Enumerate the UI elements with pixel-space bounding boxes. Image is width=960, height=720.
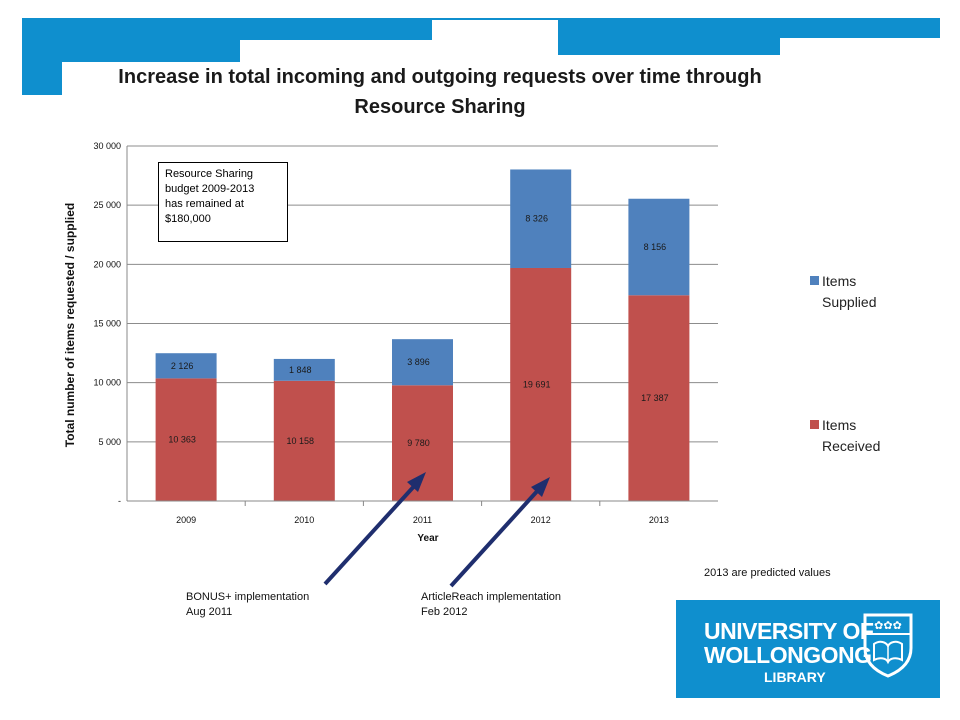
shield-crest-icon: ✿✿✿ <box>863 613 913 678</box>
y-tick-label: - <box>118 496 121 506</box>
chart-title-line-1: Increase in total incoming and outgoing … <box>118 66 762 88</box>
annotation-text: ArticleReach implementation <box>421 591 562 603</box>
legend-items-received: Items Received <box>810 415 881 457</box>
data-label: 19 691 <box>523 379 551 389</box>
data-label: 3 896 <box>407 357 430 367</box>
x-tick-label: 2013 <box>649 515 669 525</box>
x-tick-label: 2012 <box>531 515 551 525</box>
legend-label: Items <box>822 273 857 289</box>
bars: 10 363 2 126 10 158 1 848 9 780 3 896 19 691 8 … <box>155 169 690 501</box>
data-label: 8 156 <box>644 242 667 252</box>
predicted-note: 2013 are predicted values <box>704 567 831 579</box>
legend-swatch-received <box>810 420 819 429</box>
legend-label: Supplied <box>822 294 877 310</box>
budget-note-line: budget 2009-2013 <box>165 183 255 195</box>
bar-supplied-2012 <box>510 169 572 268</box>
y-tick-label: 5 000 <box>98 437 121 447</box>
data-label: 10 158 <box>287 436 315 446</box>
svg-text:✿✿✿: ✿✿✿ <box>874 619 902 632</box>
legend-label: Items <box>822 417 857 433</box>
arrow-articlereach <box>449 477 550 588</box>
annotation-text: BONUS+ implementation <box>186 591 310 603</box>
x-tick-label: 2011 <box>413 515 432 525</box>
budget-note-line: Resource Sharing <box>165 168 254 180</box>
data-label: 9 780 <box>407 438 430 448</box>
bar-supplied-2011 <box>392 339 453 386</box>
y-axis-label: Total number of items requested / suppli… <box>63 203 77 447</box>
bar-supplied-2010 <box>273 358 335 381</box>
data-label: 17 387 <box>641 393 669 403</box>
y-tick-label: 25 000 <box>93 200 121 210</box>
y-tick-label: 15 000 <box>93 319 121 329</box>
x-tick-label: 2010 <box>294 515 314 525</box>
y-tick-label: 20 000 <box>93 259 121 269</box>
budget-note: Resource Sharing budget 2009-2013 has re… <box>158 162 288 242</box>
y-tick-label: 10 000 <box>93 378 121 388</box>
x-axis-label: Year <box>417 533 438 544</box>
annotation-bonus: BONUS+ implementation Aug 2011 <box>186 590 309 620</box>
x-tick-label: 2009 <box>176 515 196 525</box>
bar-received-2013 <box>628 295 690 501</box>
bar-received-2012 <box>510 267 572 501</box>
data-label: 2 126 <box>171 361 194 371</box>
bar-received-2011 <box>392 385 453 501</box>
bar-received-2009 <box>155 378 217 501</box>
annotation-text: Aug 2011 <box>186 606 233 618</box>
legend-items-supplied: Items Supplied <box>810 271 877 313</box>
annotation-text: Feb 2012 <box>421 606 468 618</box>
bar-supplied-2009 <box>155 353 217 379</box>
data-label: 10 363 <box>168 435 196 445</box>
legend-label: Received <box>822 438 881 454</box>
data-label: 1 848 <box>289 365 312 375</box>
bar-received-2010 <box>273 380 335 501</box>
chart-title-line-2: Resource Sharing <box>354 96 526 118</box>
logo-text: UNIVERSITY OF <box>704 618 874 644</box>
x-axis-ticks: 2009 2010 2011 2012 2013 <box>176 501 669 525</box>
budget-note-line: $180,000 <box>165 213 211 225</box>
university-logo: UNIVERSITY OF WOLLONGONG LIBRARY ✿✿✿ <box>704 613 914 694</box>
bar-supplied-2013 <box>628 198 690 296</box>
logo-text: LIBRARY <box>764 669 826 685</box>
budget-note-line: has remained at <box>165 198 244 210</box>
y-axis-ticks: - 5 000 10 000 15 000 20 000 25 000 30 000 <box>93 141 121 506</box>
data-label: 8 326 <box>525 214 548 224</box>
legend-swatch-supplied <box>810 276 819 285</box>
annotation-articlereach: ArticleReach implementation Feb 2012 <box>421 590 561 620</box>
y-tick-label: 30 000 <box>93 141 121 151</box>
logo-text: WOLLONGONG <box>704 642 872 668</box>
arrow-bonus <box>323 472 426 586</box>
